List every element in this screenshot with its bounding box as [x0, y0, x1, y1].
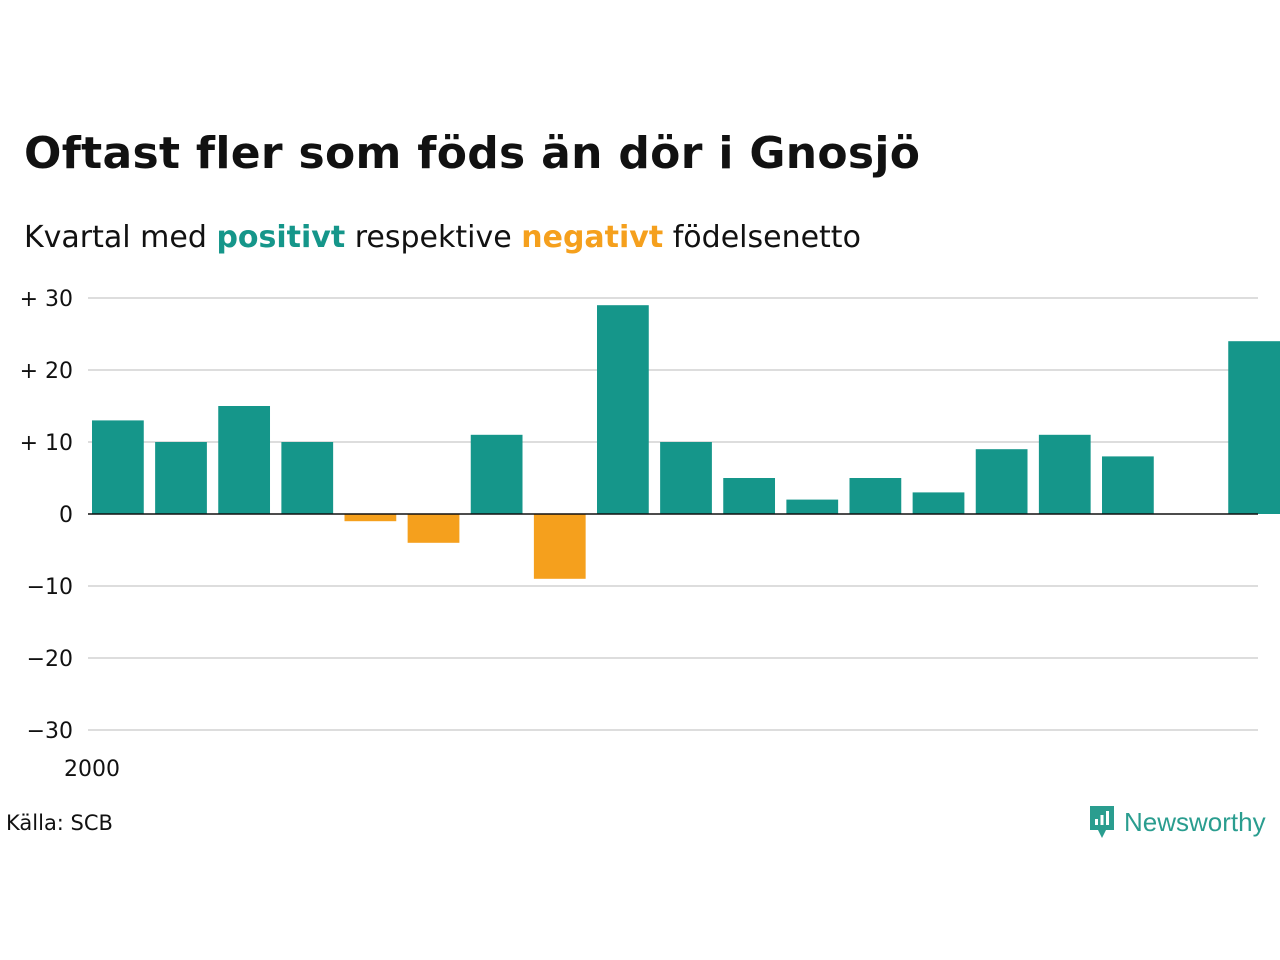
bar-positive — [92, 420, 144, 514]
bar-positive — [786, 499, 839, 514]
newsworthy-logo: Newsworthy — [1088, 804, 1266, 840]
y-tick-label: + 30 — [20, 287, 73, 312]
bar-negative — [407, 514, 460, 543]
subtitle-suffix: födelsenetto — [672, 220, 861, 255]
bar-positive — [470, 434, 523, 514]
subtitle-middle: respektive — [354, 220, 512, 255]
y-tick-label: + 20 — [20, 359, 73, 384]
bar-positive — [155, 442, 207, 514]
y-tick-label: + 10 — [20, 431, 73, 456]
y-tick-label: −10 — [27, 575, 73, 600]
logo-text: Newsworthy — [1124, 806, 1266, 837]
chart-speech-bubble-icon — [1090, 806, 1114, 838]
bar-chart: + 30+ 20+ 100−10−20−30200020052010201520… — [20, 287, 1280, 782]
bar-positive — [723, 478, 776, 514]
source-note: Källa: SCB — [6, 811, 113, 835]
bar-positive — [975, 449, 1028, 514]
chart-title: Oftast fler som föds än dör i Gnosjö — [24, 128, 921, 179]
chart-subtitle: Kvartal med positivt respektive negativt… — [24, 220, 861, 255]
bar-positive — [912, 492, 965, 514]
bar-positive — [660, 442, 712, 514]
y-tick-label: −20 — [27, 647, 73, 672]
bar-positive — [281, 442, 334, 514]
bar-positive — [218, 406, 271, 514]
bar-positive — [1228, 341, 1280, 514]
x-tick-label: 2000 — [64, 757, 120, 782]
bar-positive — [1102, 456, 1154, 514]
subtitle-negative-word: negativt — [521, 220, 664, 255]
bar-positive — [597, 305, 649, 514]
bar-negative — [533, 514, 586, 579]
y-tick-label: −30 — [27, 719, 73, 744]
y-tick-label: 0 — [59, 503, 73, 528]
bar-positive — [849, 478, 902, 514]
subtitle-positive-word: positivt — [216, 220, 346, 255]
subtitle-prefix: Kvartal med — [24, 220, 207, 255]
bar-negative — [344, 514, 397, 522]
bar-positive — [1038, 434, 1091, 514]
